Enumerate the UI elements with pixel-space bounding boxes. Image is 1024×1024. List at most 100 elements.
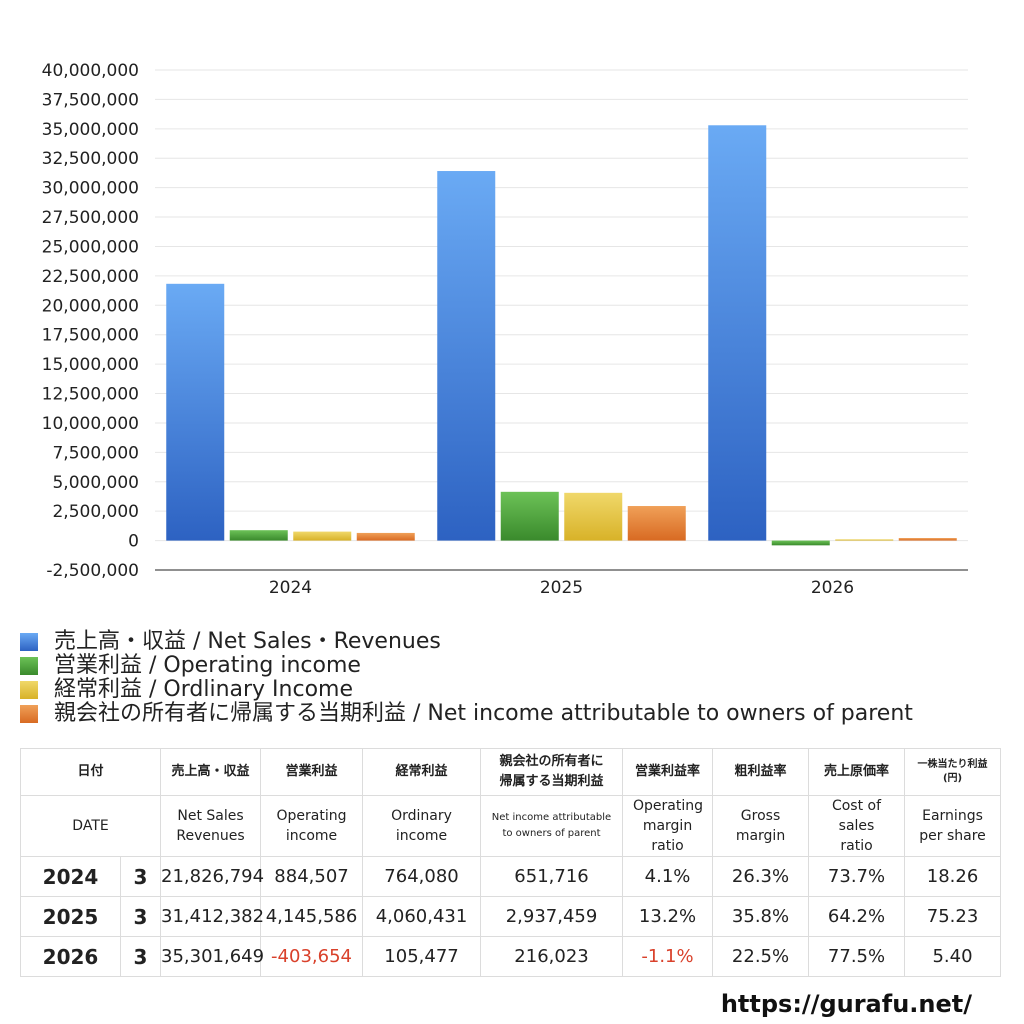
legend: 売上高・収益 / Net Sales・Revenues 営業利益 / Opera…	[20, 630, 913, 726]
header-op-en: Operating income	[260, 795, 364, 857]
y-tick-label: 25,000,000	[42, 237, 139, 257]
bar	[500, 491, 559, 541]
header-ord-ja: 経常利益	[362, 748, 482, 796]
cell-net: 651,716	[480, 856, 624, 897]
cell-ord: 105,477	[362, 936, 482, 977]
bar	[229, 530, 288, 541]
legend-label-operating: 営業利益 / Operating income	[54, 653, 361, 678]
y-axis-ticks: 40,000,000 37,500,000 35,000,000 32,500,000…	[42, 61, 139, 581]
x-axis-ticks: 2024 2025 2026	[269, 578, 854, 598]
cell-month: 3	[119, 856, 162, 897]
legend-item-ordinary: 経常利益 / Ordlinary Income	[20, 678, 913, 702]
cell-eps: 5.40	[904, 936, 1002, 977]
cell-opm: 13.2%	[622, 896, 714, 937]
table-header-ja: 日付 売上高・収益 営業利益 経常利益 親会社の所有者に帰属する当期利益 営業利…	[19, 748, 1002, 796]
table-header-en: DATE Net Sales Revenues Operating income…	[19, 795, 1002, 857]
x-tick-label: 2025	[540, 578, 583, 598]
bar	[564, 492, 623, 541]
cell-opm: -1.1%	[622, 936, 714, 977]
header-cost-ja: 売上原価率	[808, 748, 906, 796]
legend-item-operating: 営業利益 / Operating income	[20, 654, 913, 678]
header-sales-en: Net Sales Revenues	[160, 795, 262, 857]
header-ord-en: Ordinary income	[362, 795, 482, 857]
header-sales-ja: 売上高・収益	[160, 748, 262, 796]
cell-year: 2026	[20, 936, 121, 977]
header-opm-ja: 営業利益率	[622, 748, 714, 796]
site-url[interactable]: https://gurafu.net/	[720, 990, 972, 1018]
cell-year: 2024	[20, 856, 121, 897]
bar	[708, 125, 767, 541]
y-tick-label: 20,000,000	[42, 296, 139, 316]
cell-ord: 764,080	[362, 856, 482, 897]
cell-gm: 22.5%	[712, 936, 810, 977]
header-gm-en: Gross margin	[712, 795, 810, 857]
y-tick-label: 7,500,000	[52, 443, 139, 463]
x-tick-label: 2026	[811, 578, 854, 598]
legend-item-sales: 売上高・収益 / Net Sales・Revenues	[20, 630, 913, 654]
gridlines	[155, 69, 968, 542]
legend-swatch-sales	[20, 633, 38, 651]
cell-eps: 18.26	[904, 856, 1002, 897]
header-date-ja: 日付	[19, 748, 162, 796]
legend-swatch-operating	[20, 657, 38, 675]
cell-cost: 73.7%	[808, 856, 906, 897]
y-tick-label: 35,000,000	[42, 120, 139, 140]
header-gm-ja: 粗利益率	[712, 748, 810, 796]
cell-year: 2025	[20, 896, 121, 937]
bar	[898, 538, 957, 541]
legend-item-net-income: 親会社の所有者に帰属する当期利益 / Net income attributab…	[20, 702, 913, 726]
legend-label-net-income: 親会社の所有者に帰属する当期利益 / Net income attributab…	[54, 701, 913, 726]
cell-sales: 21,826,794	[160, 856, 264, 897]
cell-gm: 35.8%	[712, 896, 810, 937]
cell-op: 884,507	[260, 856, 364, 897]
cell-net: 2,937,459	[480, 896, 624, 937]
cell-op: 4,145,586	[260, 896, 364, 937]
y-tick-label: 17,500,000	[42, 326, 139, 346]
bar	[356, 532, 415, 541]
y-tick-label: 0	[128, 532, 139, 552]
header-op-ja: 営業利益	[260, 748, 364, 796]
y-tick-label: 32,500,000	[42, 149, 139, 169]
x-tick-label: 2024	[269, 578, 312, 598]
header-cost-en: Cost of sales ratio	[808, 795, 906, 857]
bar	[835, 539, 894, 541]
cell-gm: 26.3%	[712, 856, 810, 897]
bar	[437, 171, 496, 541]
header-date-en: DATE	[19, 795, 162, 857]
bars	[166, 125, 957, 546]
header-net-ja: 親会社の所有者に帰属する当期利益	[480, 748, 624, 796]
legend-swatch-net-income	[20, 705, 38, 723]
y-tick-label: 2,500,000	[52, 502, 139, 522]
y-tick-label: 12,500,000	[42, 385, 139, 405]
bar	[771, 540, 830, 546]
header-opm-en: Operating margin ratio	[622, 795, 714, 857]
header-net-en: Net income attributable to owners of par…	[480, 795, 624, 857]
table-row: 2024 3 21,826,794 884,507 764,080 651,71…	[20, 856, 1002, 897]
y-tick-label: 40,000,000	[42, 61, 139, 81]
cell-net: 216,023	[480, 936, 624, 977]
legend-swatch-ordinary	[20, 681, 38, 699]
cell-month: 3	[119, 896, 162, 937]
legend-label-sales: 売上高・収益 / Net Sales・Revenues	[54, 629, 441, 654]
bar	[293, 531, 352, 541]
cell-op: -403,654	[260, 936, 364, 977]
cell-eps: 75.23	[904, 896, 1002, 937]
bar-chart: 40,000,000 37,500,000 35,000,000 32,500,000…	[42, 61, 968, 598]
y-tick-label: 10,000,000	[42, 414, 139, 434]
y-tick-label: 27,500,000	[42, 208, 139, 228]
bar	[627, 506, 686, 541]
cell-sales: 35,301,649	[160, 936, 264, 977]
cell-month: 3	[119, 936, 162, 977]
y-tick-label: 15,000,000	[42, 355, 139, 375]
y-tick-label: 5,000,000	[52, 473, 139, 493]
cell-sales: 31,412,382	[160, 896, 264, 937]
table-row: 2025 3 31,412,382 4,145,586 4,060,431 2,…	[20, 896, 1002, 937]
y-tick-label: -2,500,000	[46, 561, 139, 581]
table-row: 2026 3 35,301,649 -403,654 105,477 216,0…	[20, 936, 1002, 977]
cell-cost: 64.2%	[808, 896, 906, 937]
financial-table: 日付 売上高・収益 営業利益 経常利益 親会社の所有者に帰属する当期利益 営業利…	[19, 748, 1002, 977]
bar	[166, 283, 225, 541]
legend-label-ordinary: 経常利益 / Ordlinary Income	[54, 677, 353, 702]
y-tick-label: 22,500,000	[42, 267, 139, 287]
y-tick-label: 37,500,000	[42, 90, 139, 110]
